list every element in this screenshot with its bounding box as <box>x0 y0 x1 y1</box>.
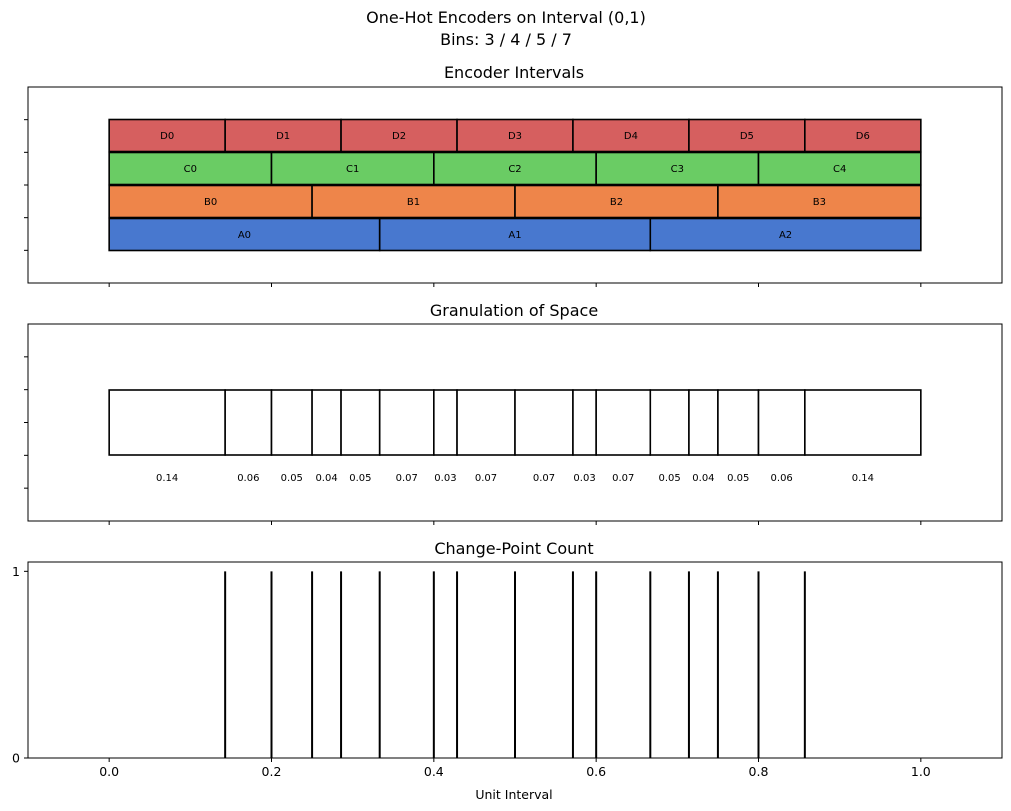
figure-title-line1: One-Hot Encoders on Interval (0,1) <box>366 8 646 27</box>
xtick-label-5: 1.0 <box>911 764 931 779</box>
xtick-label-0: 0.0 <box>99 764 119 779</box>
bin-B3 <box>717 184 922 219</box>
bin-label-C4: C4 <box>833 164 846 175</box>
bin-label-A1: A1 <box>508 230 521 241</box>
bin-D3 <box>456 118 574 153</box>
granule-width-label-9: 0.03 <box>573 473 595 484</box>
bin-D1 <box>224 118 342 153</box>
bin-D0 <box>108 118 226 153</box>
granule-12 <box>688 389 719 456</box>
bin-label-B1: B1 <box>407 197 420 208</box>
granule-15 <box>804 389 922 456</box>
bin-label-D3: D3 <box>508 131 522 142</box>
granule-width-label-12: 0.04 <box>692 473 714 484</box>
granule-width-label-15: 0.14 <box>852 473 874 484</box>
granule-width-label-4: 0.05 <box>349 473 371 484</box>
change-point-panel: Change-Point Count 010.0 0.2 0.4 0.6 0.8 1.0 … <box>12 539 1003 802</box>
bin-label-B2: B2 <box>610 197 623 208</box>
xtick-label-1: 0.2 <box>262 764 282 779</box>
xtick-label-4: 0.8 <box>749 764 769 779</box>
bin-label-C2: C2 <box>508 164 521 175</box>
granule-width-label-5: 0.07 <box>396 473 418 484</box>
xtick-label-2: 0.4 <box>424 764 444 779</box>
bin-label-B0: B0 <box>204 197 217 208</box>
granule-3 <box>311 389 342 456</box>
bin-label-B3: B3 <box>813 197 826 208</box>
granule-7 <box>456 389 516 456</box>
granule-width-label-0: 0.14 <box>156 473 178 484</box>
granule-4 <box>340 389 381 456</box>
bin-label-D1: D1 <box>276 131 290 142</box>
granule-width-label-1: 0.06 <box>237 473 259 484</box>
granule-6 <box>433 389 458 456</box>
encoder-intervals-panel: Encoder Intervals A0 A1 A2 B0 B1 B2 B3 C0 C1 C2 C3… <box>24 63 1003 287</box>
encoder-intervals-title: Encoder Intervals <box>444 63 584 82</box>
bin-C3 <box>595 151 760 186</box>
change-point-title: Change-Point Count <box>434 539 593 558</box>
bin-B2 <box>514 184 719 219</box>
bin-label-C3: C3 <box>671 164 684 175</box>
ytick-label-0: 0 <box>12 751 20 766</box>
bin-D2 <box>340 118 458 153</box>
bin-label-A0: A0 <box>238 230 251 241</box>
bin-label-A2: A2 <box>779 230 792 241</box>
bin-D6 <box>804 118 922 153</box>
granule-8 <box>514 389 574 456</box>
bin-C2 <box>433 151 597 186</box>
granule-0 <box>108 389 226 456</box>
bin-C1 <box>270 151 435 186</box>
granule-1 <box>224 389 273 456</box>
granule-width-label-8: 0.07 <box>533 473 555 484</box>
bin-label-D6: D6 <box>856 131 870 142</box>
granule-width-label-7: 0.07 <box>475 473 497 484</box>
bin-label-C1: C1 <box>346 164 359 175</box>
bin-A2 <box>649 217 922 252</box>
granule-width-label-13: 0.05 <box>727 473 749 484</box>
granule-width-label-6: 0.03 <box>434 473 456 484</box>
granule-10 <box>595 389 652 456</box>
bin-label-D5: D5 <box>740 131 754 142</box>
granule-9 <box>572 389 597 456</box>
bin-label-D0: D0 <box>160 131 174 142</box>
granule-2 <box>270 389 313 456</box>
bin-B1 <box>311 184 516 219</box>
xtick-label-3: 0.6 <box>586 764 606 779</box>
bin-A1 <box>378 217 652 252</box>
granule-13 <box>717 389 760 456</box>
granule-width-label-10: 0.07 <box>612 473 634 484</box>
x-axis-label: Unit Interval <box>475 787 552 802</box>
bin-C0 <box>108 151 273 186</box>
figure-title-line2: Bins: 3 / 4 / 5 / 7 <box>440 30 572 49</box>
granule-width-label-2: 0.05 <box>281 473 303 484</box>
granule-14 <box>757 389 806 456</box>
granule-width-label-3: 0.04 <box>315 473 337 484</box>
bin-label-D4: D4 <box>624 131 638 142</box>
granule-5 <box>378 389 435 456</box>
granule-11 <box>649 389 690 456</box>
granulation-panel: Granulation of Space 0.14 0.06 0.05 0.04 0.0… <box>24 301 1003 525</box>
granulation-title: Granulation of Space <box>430 301 598 320</box>
bin-label-D2: D2 <box>392 131 406 142</box>
bin-label-C0: C0 <box>184 164 197 175</box>
granule-width-label-14: 0.06 <box>771 473 793 484</box>
ytick-label-1: 1 <box>12 564 20 579</box>
bin-C4 <box>757 151 922 186</box>
granule-width-label-11: 0.05 <box>658 473 680 484</box>
